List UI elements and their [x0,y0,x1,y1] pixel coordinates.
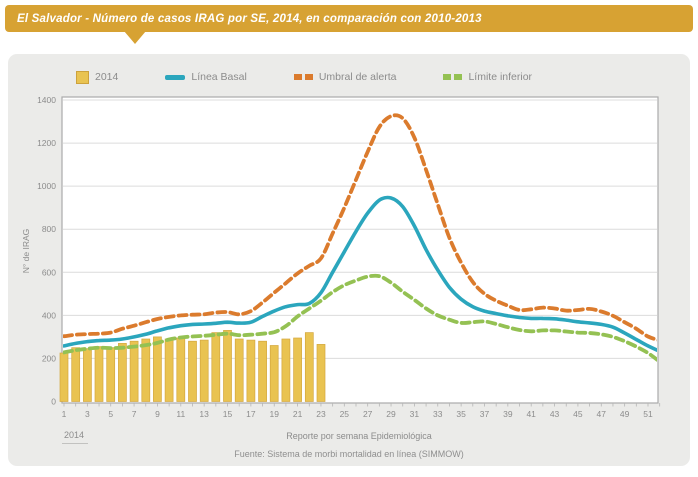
y-tick-label: 600 [42,267,56,277]
bar-week-21 [293,337,302,402]
x-tick-label: 45 [573,409,583,419]
x-tick-label: 25 [340,409,350,419]
bar-week-2 [71,347,81,402]
x-tick-label: 1 [62,409,67,419]
legend-item-2014: 2014 [76,70,119,84]
legend-item-umbral-de-alerta: Umbral de alerta [293,71,397,83]
bar-week-3 [83,348,92,402]
bar-week-4 [94,346,104,402]
bar-series-2014 [59,330,326,402]
legend-swatch [76,70,89,84]
bar-week-12 [188,340,197,402]
legend-label: Línea Basal [191,71,247,83]
x-tick-label: 49 [620,409,630,419]
x-tick-label: 21 [293,409,303,419]
y-tick-label: 400 [42,310,56,320]
x-tick-label: 23 [316,409,326,419]
legend-item-l-nea-basal: Línea Basal [165,71,247,83]
x-axis-title: Reporte por semana Epidemiológica [286,431,432,441]
line-l-nea-basal [63,195,657,353]
x-tick-label: 33 [433,409,443,419]
y-tick-label: 1400 [37,95,56,105]
bar-week-22 [304,332,314,402]
y-tick-label: 0 [51,397,56,407]
bar-week-13 [199,339,209,402]
x-tick-label: 19 [270,409,280,419]
legend-swatch [443,74,463,80]
bar-week-9 [153,336,162,402]
y-tick-label: 1000 [37,181,56,191]
y-tick-label: 1200 [37,138,56,148]
bar-week-6 [118,343,127,402]
bar-week-5 [106,347,116,402]
bar-week-20 [281,338,291,402]
header-banner: El Salvador - Número de casos IRAG por S… [5,5,693,32]
line-umbral-de-alerta [63,113,657,342]
bar-week-19 [269,345,279,402]
x-tick-label: 9 [155,409,160,419]
x-tick-label: 37 [480,409,490,419]
x-tick-label: 5 [108,409,113,419]
x-tick-label: 27 [363,409,373,419]
legend-item-l-mite-inferior: Límite inferior [443,71,532,83]
bar-week-1 [59,352,69,402]
bar-week-15 [223,330,232,402]
x-tick-label: 51 [643,409,653,419]
x-tick-label: 11 [176,409,185,419]
x-tick-label: 7 [132,409,137,419]
page-title: El Salvador - Número de casos IRAG por S… [17,12,482,25]
bar-week-10 [164,338,174,402]
x-tick-label: 3 [85,409,90,419]
bar-week-8 [141,338,151,402]
bar-week-23 [316,344,326,402]
x-tick-label: 47 [597,409,607,419]
line-l-mite-inferior [63,273,657,363]
bar-week-11 [176,337,186,402]
x-tick-label: 17 [246,409,256,419]
x-tick-label: 15 [223,409,233,419]
bar-week-18 [258,340,267,402]
header-tail-pointer [124,31,146,44]
source-caption: Fuente: Sistema de morbi mortalidad en l… [234,449,464,459]
x-tick-label: 31 [410,409,420,419]
x-tick-label: 13 [199,409,209,419]
x-tick-label: 43 [550,409,560,419]
x-tick-label: 35 [456,409,466,419]
x-tick-label: 41 [526,409,536,419]
bar-week-7 [129,340,139,402]
y-tick-label: 800 [42,224,56,234]
x-tick-label: 29 [386,409,396,419]
x-tick-label: 39 [503,409,513,419]
legend-label: Límite inferior [468,71,533,83]
legend-label: 2014 [95,71,119,83]
x-axis-year-label: 2014 [62,430,89,444]
y-axis-title: N° de IRAG [21,229,31,274]
legend-label: Umbral de alerta [318,71,397,83]
chart-legend: 2014 Línea Basal Umbral de alerta Límite in… [76,63,532,91]
y-tick-label: 200 [42,353,56,363]
legend-swatch [165,74,186,80]
bar-week-17 [246,339,256,402]
bar-week-16 [234,338,244,402]
bar-week-14 [211,332,221,402]
legend-swatch [293,74,313,80]
